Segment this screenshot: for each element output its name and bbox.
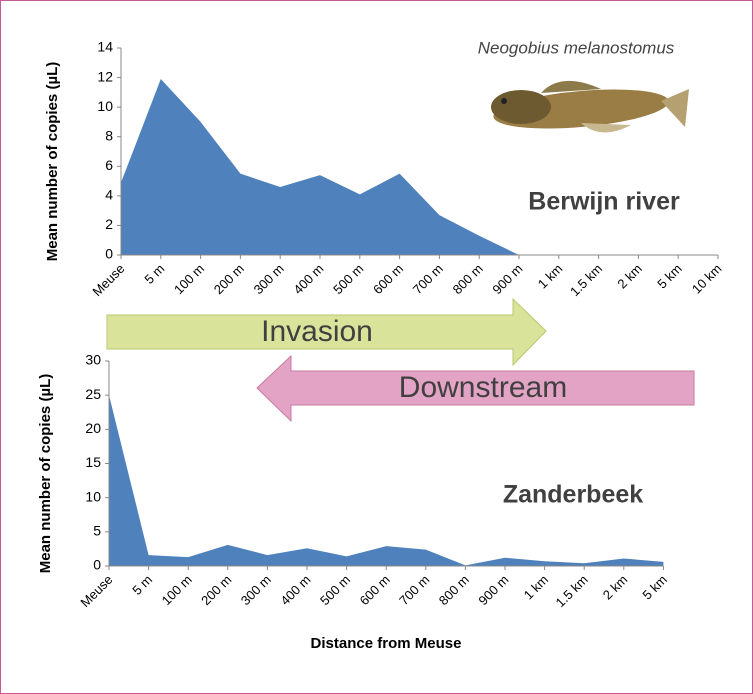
y-tick-label: 30 bbox=[85, 352, 101, 368]
y-tick-label: 10 bbox=[85, 488, 101, 504]
x-tick-label: 200 m bbox=[198, 572, 234, 608]
y-tick-label: 10 bbox=[97, 98, 113, 114]
species-name: Neogobius melanostomus bbox=[478, 38, 675, 57]
y-tick-label: 25 bbox=[85, 386, 101, 402]
arrow-label: Invasion bbox=[261, 315, 373, 348]
fish-icon bbox=[491, 80, 689, 133]
x-tick-label: 5 km bbox=[639, 572, 670, 603]
x-tick-label: 5 km bbox=[654, 261, 685, 292]
x-tick-label: 1.5 km bbox=[553, 572, 591, 610]
arrow-label: Downstream bbox=[399, 371, 567, 404]
x-tick-label: 1 km bbox=[521, 572, 552, 603]
y-axis-label: Mean number of copies (µL) bbox=[44, 62, 61, 262]
x-tick-label: Meuse bbox=[89, 261, 127, 299]
x-tick-label: 5 m bbox=[129, 572, 155, 598]
x-tick-label: 800 m bbox=[450, 261, 486, 297]
y-tick-label: 14 bbox=[97, 39, 113, 55]
x-tick-label: 10 km bbox=[689, 261, 725, 297]
x-tick-label: 100 m bbox=[159, 572, 195, 608]
y-tick-label: 6 bbox=[105, 157, 113, 173]
y-tick-label: 0 bbox=[93, 557, 101, 573]
x-tick-label: 200 m bbox=[211, 261, 247, 297]
x-tick-label: 100 m bbox=[171, 261, 207, 297]
x-tick-label: 500 m bbox=[317, 572, 353, 608]
annotation: Zanderbeek bbox=[503, 481, 643, 509]
x-tick-label: 300 m bbox=[238, 572, 274, 608]
x-tick-label: 400 m bbox=[290, 261, 326, 297]
y-tick-label: 8 bbox=[105, 127, 113, 143]
x-tick-label: Meuse bbox=[77, 572, 115, 610]
x-tick-label: 400 m bbox=[277, 572, 313, 608]
y-tick-label: 20 bbox=[85, 420, 101, 436]
x-tick-label: 700 m bbox=[410, 261, 446, 297]
annotation: Berwijn river bbox=[528, 188, 680, 216]
x-tick-label: 1.5 km bbox=[567, 261, 605, 299]
x-tick-label: 700 m bbox=[396, 572, 432, 608]
x-tick-label: 5 m bbox=[141, 261, 167, 287]
x-tick-label: 1 km bbox=[535, 261, 566, 292]
y-tick-label: 5 bbox=[93, 523, 101, 539]
downstream-arrow: Downstream bbox=[256, 354, 695, 423]
x-tick-label: 900 m bbox=[475, 572, 511, 608]
y-axis-label: Mean number of copies (µL) bbox=[37, 374, 54, 574]
x-tick-label: 600 m bbox=[357, 572, 393, 608]
x-tick-label: 2 km bbox=[600, 572, 631, 603]
y-tick-label: 12 bbox=[97, 68, 113, 84]
y-tick-label: 0 bbox=[105, 246, 113, 262]
area bbox=[121, 79, 519, 255]
x-tick-label: 800 m bbox=[436, 572, 472, 608]
x-tick-label: 2 km bbox=[614, 261, 645, 292]
invasion-arrow: Invasion bbox=[106, 297, 547, 367]
x-tick-label: 500 m bbox=[330, 261, 366, 297]
y-tick-label: 15 bbox=[85, 454, 101, 470]
x-tick-label: 900 m bbox=[489, 261, 525, 297]
y-tick-label: 4 bbox=[105, 187, 113, 203]
x-axis-label: Distance from Meuse bbox=[311, 635, 462, 652]
x-tick-label: 600 m bbox=[370, 261, 406, 297]
y-tick-label: 2 bbox=[105, 216, 113, 232]
x-tick-label: 300 m bbox=[251, 261, 287, 297]
